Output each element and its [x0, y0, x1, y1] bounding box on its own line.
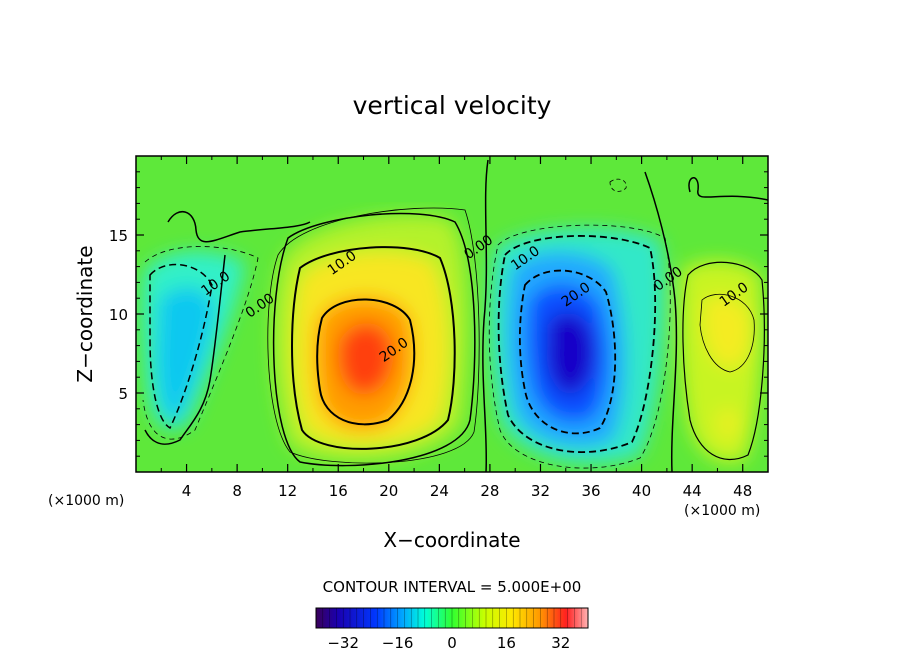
y-axis-ticks: 5 10 15 — [109, 171, 768, 457]
contour-ten-pos — [291, 246, 456, 450]
colorbar-tick-label: 0 — [447, 634, 457, 652]
x-tick-label: 44 — [683, 482, 702, 500]
contour-thin-pos — [267, 207, 480, 464]
x-tick-label: 48 — [733, 482, 752, 500]
x-tick-label: 36 — [581, 482, 600, 500]
x-unit-right: (×1000 m) — [684, 503, 760, 519]
x-tick-label: 28 — [480, 482, 499, 500]
contour-interval-text: CONTOUR INTERVAL = 5.000E+00 — [323, 578, 582, 596]
field-layer — [136, 156, 768, 472]
positive-region-right-lower — [716, 408, 740, 441]
colorbar-stripes — [322, 608, 582, 628]
colorbar-tick-label: −16 — [382, 634, 414, 652]
positive-region-right-core — [704, 296, 751, 368]
contour-pos-right — [682, 261, 765, 461]
colorbar-tick-label: 32 — [551, 634, 570, 652]
x-tick-label: 40 — [632, 482, 651, 500]
contour-neg-ten — [497, 235, 657, 453]
colorbar-ticks: −32 −16 0 16 32 — [327, 634, 570, 652]
contour-zero-right — [644, 171, 678, 472]
positive-region-core — [338, 322, 393, 395]
contour-neg-left-thin — [142, 246, 259, 440]
negative-region-core — [547, 312, 594, 395]
chart-title: vertical velocity — [353, 91, 552, 120]
x-axis-label: X−coordinate — [383, 528, 520, 552]
x-tick-label: 12 — [278, 482, 297, 500]
contour-pos-right-inner — [699, 293, 755, 373]
x-tick-label: 8 — [232, 482, 242, 500]
y-tick-label: 10 — [109, 306, 128, 324]
contour-top-right — [688, 177, 768, 201]
contour-zero-pos-outer — [272, 212, 476, 467]
x-tick-label: 16 — [329, 482, 348, 500]
colorbar-tick-label: −32 — [327, 634, 359, 652]
y-tick-label: 15 — [109, 227, 128, 245]
x-tick-label: 32 — [531, 482, 550, 500]
contour-neg-thin — [488, 224, 671, 469]
x-unit-left: (×1000 m) — [48, 493, 124, 509]
x-tick-label: 24 — [430, 482, 449, 500]
x-axis-ticks: 4 8 12 16 20 24 28 32 36 40 44 48 — [160, 156, 752, 500]
colorbar-tick-label: 16 — [497, 634, 516, 652]
contour-zero-left-lower — [144, 254, 226, 445]
y-tick-label: 5 — [118, 385, 128, 403]
y-axis-label: Z−coordinate — [73, 245, 97, 382]
contour-neg-spot — [609, 178, 627, 192]
negative-region-left-core — [157, 287, 214, 425]
x-tick-label: 4 — [182, 482, 192, 500]
contour-zero-mid — [482, 159, 489, 472]
contour-zero-left — [167, 211, 311, 243]
contour-neg-twenty — [518, 269, 617, 435]
contour-twenty-pos — [316, 298, 416, 426]
x-tick-label: 20 — [379, 482, 398, 500]
contour-neg-left — [149, 263, 213, 430]
